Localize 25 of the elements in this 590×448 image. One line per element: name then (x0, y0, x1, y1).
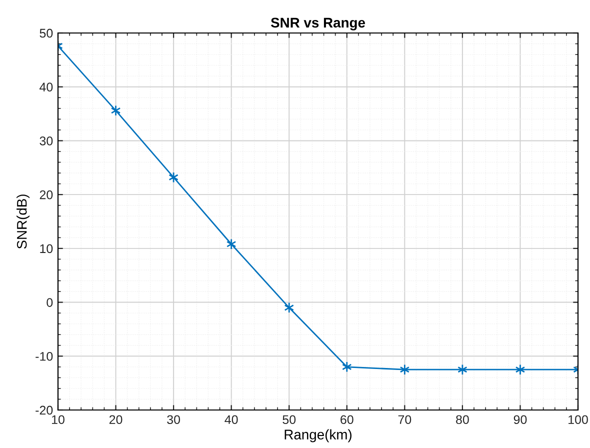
y-tick-label: 30 (40, 136, 53, 146)
y-tick-label: 0 (46, 298, 53, 307)
point (110, 105, 121, 116)
x-tick-label: 70 (398, 415, 412, 424)
y-tick-label: -10 (36, 352, 53, 361)
x-tick-label: 90 (514, 415, 527, 424)
chart-title: SNR vs Range (270, 18, 365, 30)
y-tick-label: -20 (36, 406, 53, 415)
x-tick-label: 30 (167, 415, 180, 424)
y-tick-label: 50 (40, 28, 53, 38)
x-axis-title: Range(km) (284, 429, 352, 442)
x-tick-label: 80 (456, 415, 469, 424)
y-tick-label: 10 (40, 244, 53, 254)
x-tick-label: 50 (282, 415, 296, 424)
x-tick-label: 100 (568, 415, 588, 424)
x-tick-label: 20 (109, 415, 122, 424)
x-tick-label: 60 (340, 415, 354, 424)
x-tick-label: 10 (52, 415, 64, 424)
point (342, 361, 352, 372)
point (400, 364, 410, 376)
x-tick-label: 40 (224, 415, 238, 424)
y-tick-label: 40 (40, 82, 53, 92)
y-tick-label: 20 (40, 190, 53, 200)
point (515, 364, 526, 376)
y-axis-title: SNR(dB) (16, 194, 30, 249)
